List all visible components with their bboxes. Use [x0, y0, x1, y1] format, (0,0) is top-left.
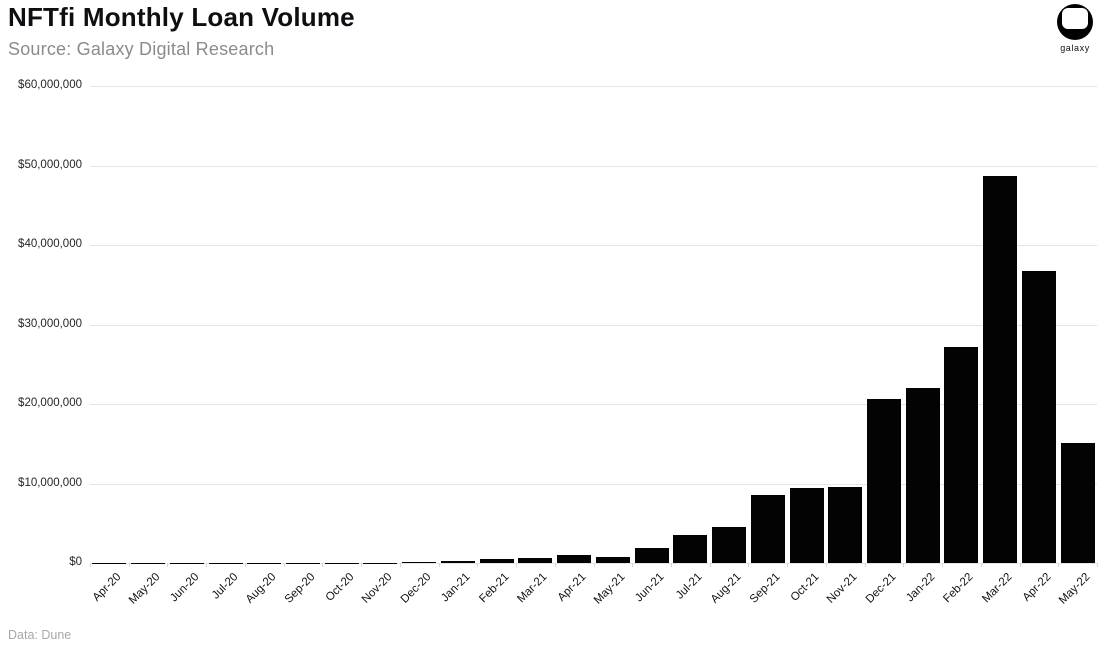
- chart-title: NFTfi Monthly Loan Volume: [8, 2, 355, 32]
- galaxy-logo-square-cutout: [1062, 8, 1088, 29]
- bar-Feb-22: [944, 346, 979, 563]
- galaxy-logo: galaxy: [1053, 4, 1097, 53]
- x-axis-tick: [322, 563, 324, 567]
- x-axis-tick: [1097, 563, 1098, 567]
- bar-Feb-21: [479, 559, 514, 563]
- y-gridline: [90, 404, 1097, 405]
- bar-Sep-21: [750, 495, 785, 563]
- data-credit: Data: Dune: [8, 628, 72, 642]
- x-axis-tick: [477, 563, 479, 567]
- galaxy-logo-wordmark: galaxy: [1060, 43, 1090, 53]
- bar-Oct-21: [789, 488, 824, 563]
- x-axis-tick: [593, 563, 595, 567]
- y-gridline: [90, 245, 1097, 246]
- bar-May-21: [595, 557, 630, 563]
- y-axis-tick-label: $20,000,000: [18, 397, 82, 409]
- bar-Nov-21: [828, 486, 863, 563]
- x-axis-tick: [709, 563, 711, 567]
- bar-May-22: [1060, 442, 1095, 563]
- y-axis-tick-label: $50,000,000: [18, 158, 82, 171]
- x-axis-tick: [438, 563, 440, 567]
- x-axis-tick: [670, 563, 672, 567]
- bar-Apr-21: [557, 555, 592, 563]
- x-axis-tick: [903, 563, 905, 567]
- y-axis-tick-label: $30,000,000: [18, 317, 82, 330]
- x-axis-tick: [632, 563, 634, 567]
- bar-Mar-22: [983, 175, 1018, 563]
- bar-Jan-21: [440, 561, 475, 563]
- y-gridline: [90, 483, 1097, 485]
- y-axis-tick-label: $10,000,000: [18, 476, 82, 489]
- y-gridline: [90, 165, 1097, 167]
- x-axis-tick: [825, 563, 827, 567]
- bar-Jun-21: [634, 547, 669, 563]
- bar-Dec-21: [866, 399, 901, 563]
- x-axis-tick: [361, 563, 363, 567]
- x-axis-tick: [244, 563, 246, 567]
- plot-area: [90, 86, 1098, 567]
- x-axis-tick: [864, 563, 866, 567]
- bar-Jul-21: [673, 535, 708, 563]
- x-axis-tick: [399, 563, 401, 567]
- galaxy-logo-icon: [1057, 4, 1093, 40]
- x-axis-tick: [167, 563, 169, 567]
- x-axis-tick: [283, 563, 285, 567]
- x-axis-tick: [128, 563, 130, 567]
- x-axis-tick: [942, 563, 944, 567]
- bar-Aug-21: [712, 527, 747, 563]
- bar-Jan-22: [905, 388, 940, 563]
- y-axis-tick-label: $40,000,000: [18, 238, 82, 250]
- x-axis-tick: [1019, 563, 1021, 567]
- x-axis-tick: [516, 563, 518, 567]
- x-axis-tick: [980, 563, 982, 567]
- x-axis-tick: [206, 563, 208, 567]
- x-axis-tick: [90, 563, 91, 567]
- y-axis-tick-label: $0: [69, 556, 82, 568]
- x-axis-tick: [1058, 563, 1060, 567]
- y-axis-tick-label: $60,000,000: [18, 79, 82, 91]
- bar-Mar-21: [518, 557, 553, 563]
- bar-Apr-22: [1021, 271, 1056, 563]
- x-axis-tick: [554, 563, 556, 567]
- bar-Dec-20: [402, 562, 437, 563]
- y-gridline: [90, 86, 1097, 87]
- chart-source-subtitle: Source: Galaxy Digital Research: [8, 39, 275, 59]
- x-axis-tick: [748, 563, 750, 567]
- x-axis-tick: [787, 563, 789, 567]
- y-gridline: [90, 324, 1097, 326]
